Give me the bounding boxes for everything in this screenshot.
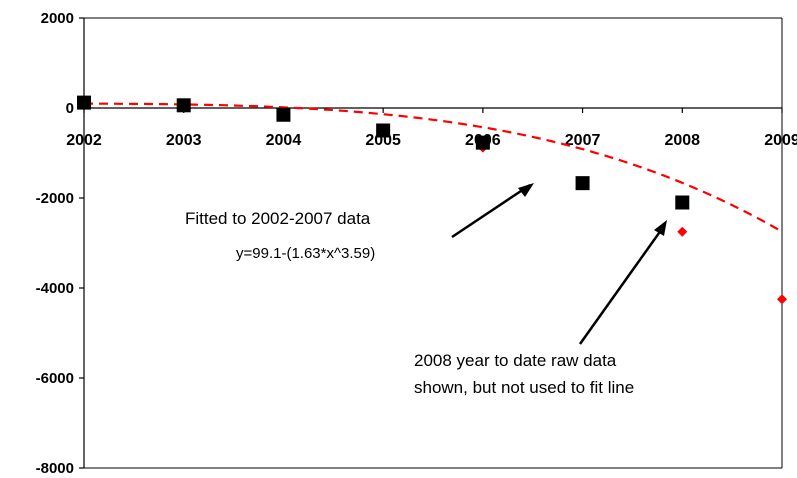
y-tick-label: -2000: [36, 190, 74, 207]
fit-curve-line: [84, 102, 783, 233]
data-point-marker: [77, 95, 91, 110]
annotation-2008-line1: 2008 year to date raw data: [414, 351, 617, 370]
annotation-equation: y=99.1-(1.63*x^3.59): [236, 245, 375, 262]
x-tick-label: 2005: [365, 132, 401, 149]
arrowhead-fit: [518, 183, 534, 197]
data-point-marker: [276, 107, 291, 122]
plot-area: [83, 17, 783, 469]
y-axis-ticks: 2000 0 -2000 -4000 -6000 -8000: [36, 10, 84, 477]
y-tick-label: -8000: [36, 460, 74, 477]
x-tick-label: 2004: [266, 132, 302, 149]
data-point-marker: [675, 195, 690, 210]
arrow-line-fit: [451, 183, 531, 239]
x-tick-label: 2002: [66, 132, 102, 149]
annotation-fit: Fitted to 2002-2007 data: [185, 209, 371, 228]
data-point-marker: [575, 176, 590, 191]
arrowhead-2008: [654, 220, 667, 236]
y-tick-label: 0: [66, 100, 74, 117]
fit-point-marker: [677, 226, 688, 237]
x-axis-ticks: 20022003200420052006200720082009: [66, 108, 797, 149]
arrow-line-2008: [578, 225, 666, 345]
x-tick-label: 2007: [565, 132, 601, 149]
fit-point-marker: [777, 294, 787, 305]
data-points: [77, 95, 690, 210]
y-tick-label: -4000: [36, 280, 74, 297]
x-tick-label: 2008: [664, 132, 700, 149]
x-tick-label: 2003: [166, 132, 202, 149]
annotation-2008-line2: shown, but not used to fit line: [414, 378, 634, 397]
data-point-marker: [376, 123, 391, 138]
annotations: Fitted to 2002-2007 data y=99.1-(1.63*x^…: [185, 183, 667, 397]
x-tick-label: 2009: [764, 132, 797, 149]
y-tick-label: -6000: [36, 370, 74, 387]
y-tick-label: 2000: [41, 10, 74, 27]
data-point-marker: [176, 98, 191, 113]
fit-points: [477, 142, 787, 305]
data-point-marker: [475, 135, 490, 150]
